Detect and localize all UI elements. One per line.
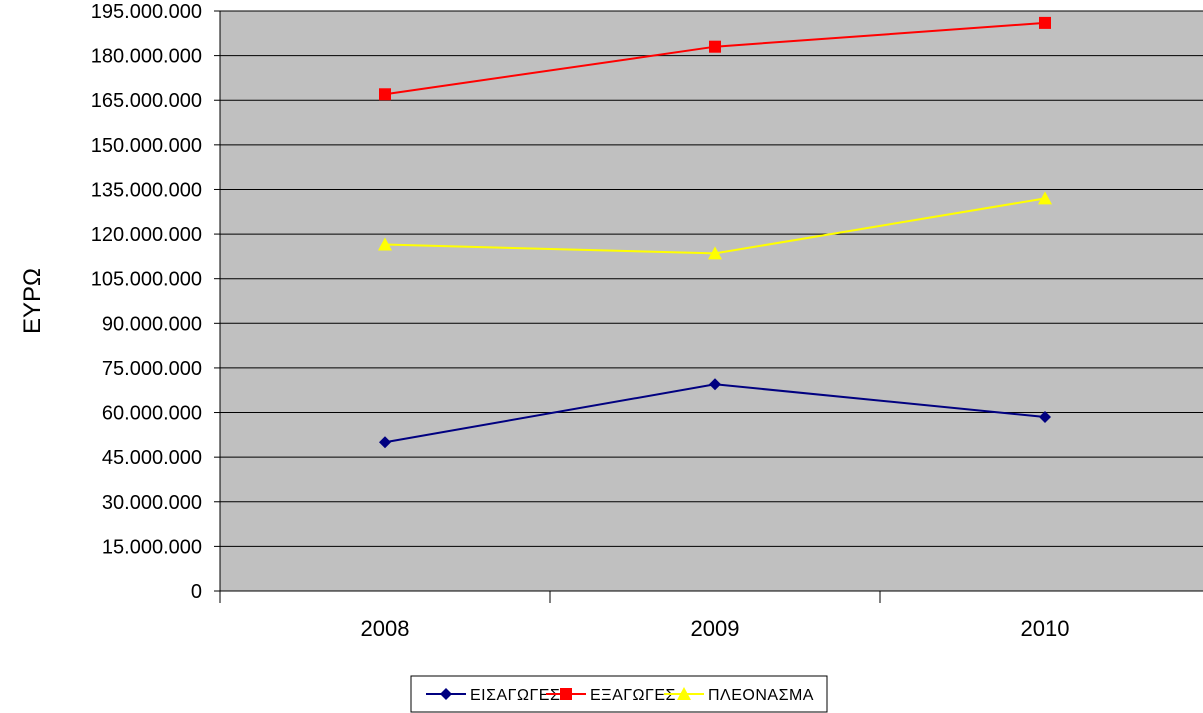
x-tick-label: 2009 [691,616,740,641]
data-point [1038,191,1052,205]
plot-area [220,11,1203,591]
legend-label: ΕΞΑΓΩΓΕΣ [590,687,676,704]
y-tick-label: 150.000.000 [91,135,202,157]
legend-label: ΕΙΣΑΓΩΓΕΣ [470,687,560,704]
series-2 [379,16,1051,101]
y-tick-label: 195.000.000 [91,1,202,23]
y-tick-label: 180.000.000 [91,46,202,68]
legend-marker [677,687,691,700]
data-point [709,40,721,53]
legend-entry: ΠΛΕΟΝΑΣΜΑ [664,687,814,704]
y-tick-label: 135.000.000 [91,179,202,201]
y-tick-label: 30.000.000 [102,492,202,514]
series-3 [378,191,1052,260]
y-tick-label: 165.000.000 [91,90,202,112]
y-tick-label: 75.000.000 [102,358,202,380]
data-point [379,436,391,449]
legend-marker [560,688,572,700]
y-tick-label: 105.000.000 [91,269,202,291]
legend-label: ΠΛΕΟΝΑΣΜΑ [708,687,814,704]
y-tick-label: 45.000.000 [102,447,202,469]
legend-entry: ΕΙΣΑΓΩΓΕΣ [426,687,560,704]
series-1 [379,378,1051,449]
y-tick-label: 90.000.000 [102,313,202,335]
data-point [1039,411,1051,423]
series-layer [378,16,1052,449]
y-axis-title: ΕΥΡΩ [19,268,46,334]
axes [219,11,1203,592]
legend-entry: ΕΞΑΓΩΓΕΣ [546,687,676,704]
y-axis-ticks: 0 15.000.000 30.000.000 45.000.000 60.000.00… [91,1,220,603]
x-tick-label: 2010 [1021,616,1070,641]
x-axis-ticks: 2008 2009 2010 [219,591,1070,641]
y-tick-label: 60.000.000 [102,403,202,425]
data-point [378,237,392,251]
legend-marker [440,688,452,700]
x-tick-label: 2008 [361,616,410,641]
data-point [709,378,721,391]
legend: ΕΙΣΑΓΩΓΕΣ ΕΞΑΓΩΓΕΣ ΠΛΕΟΝΑΣΜΑ [410,675,828,713]
y-tick-label: 15.000.000 [102,536,202,558]
y-tick-label: 120.000.000 [91,224,202,246]
data-point [1039,16,1051,29]
data-point [708,246,722,260]
data-point [379,88,391,101]
y-tick-label: 0 [191,581,202,603]
legend-box [410,675,828,713]
